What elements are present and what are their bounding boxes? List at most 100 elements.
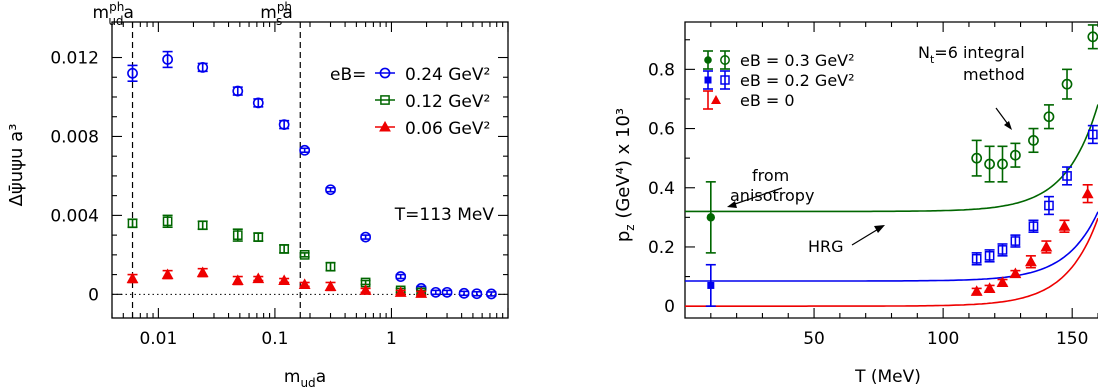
right-data-point [1087,31,1098,43]
right-data-point [971,253,982,264]
right-legend-entry: eB = 0.2 GeV² [703,70,855,90]
right-y-tick-label: 0.4 [648,179,675,199]
left-legend-prefix: eB= [330,65,366,85]
right-legend-label: eB = 0.3 GeV² [740,51,855,70]
right-data-point [1010,236,1021,246]
left-x-tick-label: 0.01 [139,329,177,349]
left-data-point [298,278,311,290]
right-errorbar [1062,68,1073,100]
right-data-point [1040,240,1053,252]
left-data-point [253,232,264,242]
left-vline-label-part: m [260,3,277,23]
right-annotation-from: from [752,166,789,185]
left-legend-label: 0.06 GeV² [405,119,490,139]
left-vline-label-part: a [124,3,134,23]
left-data-point [252,97,264,109]
left-data-point [458,287,470,299]
right-data-point [1044,200,1054,211]
left-errorbar [471,290,482,297]
left-data-point [279,244,289,254]
right-legend-label: eB = 0.2 GeV² [740,71,855,90]
left-legend-marker [380,95,390,105]
left-data-point [299,250,310,260]
right-y-tick-label: 0 [664,297,675,317]
left-errorbar [395,273,406,280]
right-annotation-hrg-arrowhead [874,225,885,233]
right-data-point [1010,149,1021,161]
left-data-point [278,274,291,286]
left-x-tick-label: 0.1 [261,329,288,349]
left-vline-label-part: ph [277,0,292,14]
left-data-point [196,266,209,278]
left-data-point [252,272,265,284]
left-errorbar [486,291,497,297]
left-legend-entry: 0.06 GeV² [375,119,490,139]
right-data-point [1058,220,1071,231]
right-errorbar [1028,127,1039,154]
left-y-tick-label: 0 [88,285,99,305]
right-annotation-integral-line2: method [963,65,1025,84]
left-vline-label-part: a [282,3,292,23]
right-x-tick-label: 150 [1056,329,1088,349]
left-vline-label-part: ud [108,14,123,28]
right-y-label-tail: (GeV⁴) x 10³ [613,108,634,225]
right-data-point [1028,134,1039,146]
right-errorbar [1087,124,1098,145]
right-annotation-anisotropy: anisotropy [730,186,814,205]
right-errorbar [1062,166,1073,186]
right-errorbar [1087,24,1098,50]
left-y-tick-label: 0.004 [50,206,99,226]
right-data-point [1028,221,1039,232]
right-annotation-integral-arrowhead [1004,121,1012,130]
left-vline-label-part: s [276,14,282,28]
left-data-point [162,216,173,227]
right-data-point [971,152,983,164]
right-data-point [997,245,1008,255]
left-legend-label: 0.12 GeV² [405,92,490,112]
right-legend-label: eB = 0 [740,91,795,110]
right-legend-marker [704,76,712,84]
right-annotation-anisotropy-arrow [731,187,783,206]
right-y-tick-label: 0.8 [648,60,675,80]
right-hrg-curve-2 [685,217,1098,307]
left-legend-label: 0.24 GeV² [405,65,490,85]
right-annotation-integral-line1: Nt=6 integral [918,43,1025,66]
left-vline-label: mph uda [93,0,134,28]
right-errorbar [1043,195,1054,216]
left-errorbar [442,289,453,296]
left-data-point [231,274,244,286]
left-data-point [325,184,336,196]
right-series-1 [705,124,1098,307]
left-series-2 [126,266,428,298]
left-vline-label: mph sa [260,0,292,28]
right-anisotropy-point [706,213,716,222]
left-series-0 [127,50,497,300]
right-series-2 [970,184,1094,296]
left-data-point [359,284,372,295]
right-data-point [984,250,995,261]
left-y-tick-label: 0.012 [50,49,99,69]
left-errorbar [162,50,173,69]
right-data-point [1024,255,1037,267]
right-data-point [1081,187,1094,199]
left-x-axis-label: muda [284,367,326,388]
left-data-point [162,54,174,65]
left-errorbar [360,234,371,240]
left-legend-entry: 0.12 GeV² [375,92,490,112]
right-y-tick-label: 0.2 [648,238,675,258]
right-x-axis-label: T (MeV) [854,367,921,387]
right-data-point [1061,78,1073,90]
right-legend-marker [720,75,730,85]
left-data-point [471,288,483,300]
right-data-point [984,158,995,170]
left-vline-label-part: m [93,3,110,23]
left-data-point [360,231,372,243]
left-data-point [232,230,243,240]
right-y-label: p [613,231,634,242]
left-data-point [395,271,407,282]
right-hrg-curve-1 [685,211,1098,282]
left-data-point [299,144,311,156]
left-legend-marker [379,67,391,79]
left-data-point [394,286,407,297]
